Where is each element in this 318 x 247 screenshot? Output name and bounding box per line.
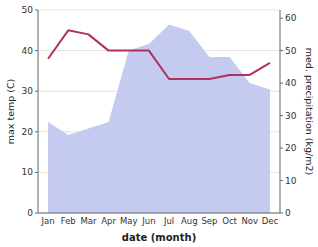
y2-axis-line	[280, 10, 281, 213]
y2-tick	[280, 180, 283, 181]
y-tick-label: 0	[27, 208, 33, 218]
y-tick-label: 40	[22, 46, 34, 56]
x-tick-label: Dec	[262, 216, 279, 226]
y2-tick	[280, 83, 283, 84]
y2-tick-label: 50	[285, 46, 297, 56]
x-tick-label: Jul	[163, 216, 174, 226]
y2-tick-label: 10	[285, 176, 297, 186]
y2-tick	[280, 115, 283, 116]
y-tick-label: 10	[22, 167, 34, 177]
y2-tick-label: 0	[285, 208, 291, 218]
chart: 010203040500102030405060JanFebMarAprMayJ…	[0, 0, 318, 247]
x-tick-label: Mar	[80, 216, 97, 226]
line	[48, 30, 270, 79]
y2-tick-label: 40	[285, 78, 297, 88]
x-axis-title: date (month)	[122, 232, 196, 243]
y2-axis-title: med. precipitation (kg/m2)	[304, 48, 315, 175]
x-tick-label: Oct	[222, 216, 237, 226]
y2-tick-label: 60	[285, 13, 297, 23]
grid-line	[38, 10, 280, 11]
y-axis-line	[38, 10, 39, 213]
x-tick-label: Jan	[41, 216, 55, 226]
x-tick-label: May	[120, 216, 138, 226]
y-tick	[35, 213, 38, 214]
y-tick-label: 20	[22, 127, 34, 137]
y-axis-title: max temp (C)	[5, 79, 16, 145]
x-tick-label: Aug	[181, 216, 198, 226]
y2-tick-label: 30	[285, 111, 297, 121]
x-axis-line	[38, 213, 280, 214]
y2-tick-label: 20	[285, 143, 297, 153]
x-tick-label: Jun	[141, 216, 155, 226]
y-tick	[35, 50, 38, 51]
y-tick-label: 30	[22, 86, 34, 96]
area	[48, 25, 270, 213]
x-tick-label: Nov	[241, 216, 258, 226]
grid-line	[38, 213, 280, 214]
y2-tick	[280, 148, 283, 149]
grid	[38, 10, 280, 213]
y-tick	[35, 10, 38, 11]
y-tick	[35, 131, 38, 132]
y2-tick	[280, 213, 283, 214]
y2-tick	[280, 50, 283, 51]
x-tick-label: Feb	[61, 216, 76, 226]
y2-tick	[280, 18, 283, 19]
plot-data	[48, 25, 270, 213]
x-tick-label: Sep	[201, 216, 217, 226]
y-tick	[35, 91, 38, 92]
axes: 010203040500102030405060JanFebMarAprMayJ…	[22, 5, 297, 226]
x-tick-label: Apr	[101, 216, 116, 226]
y-tick	[35, 172, 38, 173]
y-tick-label: 50	[22, 5, 34, 15]
